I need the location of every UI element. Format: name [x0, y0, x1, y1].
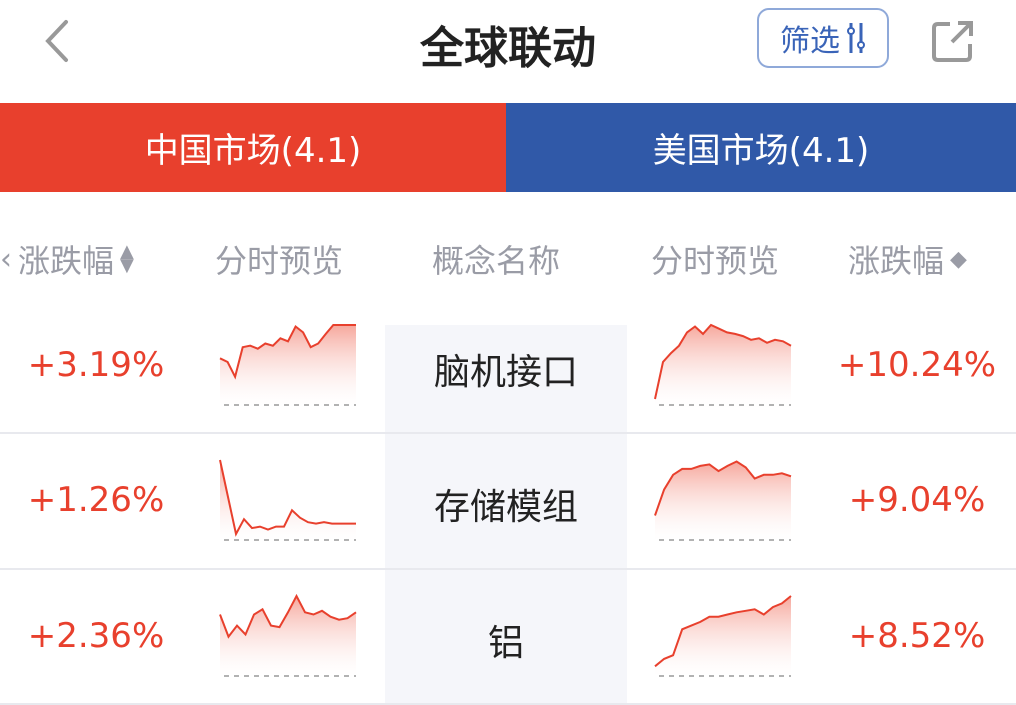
sparkline-area	[220, 325, 356, 405]
us-intraday-sparkline	[654, 595, 792, 677]
row-divider	[0, 432, 1016, 434]
sparkline-area	[220, 596, 356, 676]
concept-header: 概念名称	[432, 242, 561, 280]
tab-us-market[interactable]: 美国市场(4.1)	[506, 103, 1016, 192]
cn-change-label: 涨跌幅	[18, 242, 115, 280]
us-change-sort-header[interactable]: 涨跌幅 ◆	[848, 236, 967, 282]
cn-change-value: +3.19%	[27, 345, 165, 385]
cn-intraday-sparkline	[219, 459, 356, 541]
sort-icon: ◆	[950, 246, 967, 272]
back-chevron-left-icon[interactable]	[38, 18, 78, 64]
us-intraday-sparkline	[654, 323, 792, 406]
cn-intraday-sparkline	[219, 324, 356, 406]
row-divider	[0, 568, 1016, 570]
sparkline-line	[654, 595, 792, 668]
sparkline-line	[219, 593, 357, 639]
us-preview-header: 分时预览	[651, 242, 780, 280]
chevron-left-icon: ‹	[0, 241, 12, 277]
us-change-label: 涨跌幅	[848, 242, 945, 280]
sparkline-area	[220, 460, 356, 540]
sparkline-area	[655, 325, 791, 405]
filter-label: 筛选	[780, 24, 840, 59]
share-icon[interactable]	[930, 18, 976, 64]
cn-change-value: +2.36%	[27, 616, 165, 656]
filter-button[interactable]: 筛选	[757, 8, 889, 68]
tab-china-market[interactable]: 中国市场(4.1)	[0, 103, 506, 192]
cn-intraday-sparkline	[219, 593, 357, 677]
us-change-value: +8.52%	[848, 616, 986, 656]
row-divider	[0, 703, 1016, 705]
concept-name[interactable]: 存储模组	[433, 487, 578, 528]
concept-column-bg	[385, 325, 627, 705]
sparkline-line	[219, 459, 356, 537]
concept-name[interactable]: 脑机接口	[433, 352, 578, 393]
cn-change-value: +1.26%	[27, 480, 165, 520]
sparkline-line	[654, 460, 792, 516]
cn-preview-header: 分时预览	[215, 242, 344, 280]
concept-name[interactable]: 铝	[487, 623, 524, 664]
us-intraday-sparkline	[654, 460, 792, 541]
sparkline-area	[655, 461, 791, 540]
cn-change-sort-header[interactable]: ‹ 涨跌幅 ▲ ▼	[0, 236, 134, 282]
sliders-icon	[847, 23, 865, 53]
sparkline-line	[654, 323, 792, 400]
us-change-value: +10.24%	[837, 345, 997, 385]
sparkline-line	[219, 324, 356, 380]
us-change-value: +9.04%	[848, 480, 986, 520]
sparkline-area	[655, 596, 791, 676]
sort-icon: ▲ ▼	[120, 241, 134, 276]
